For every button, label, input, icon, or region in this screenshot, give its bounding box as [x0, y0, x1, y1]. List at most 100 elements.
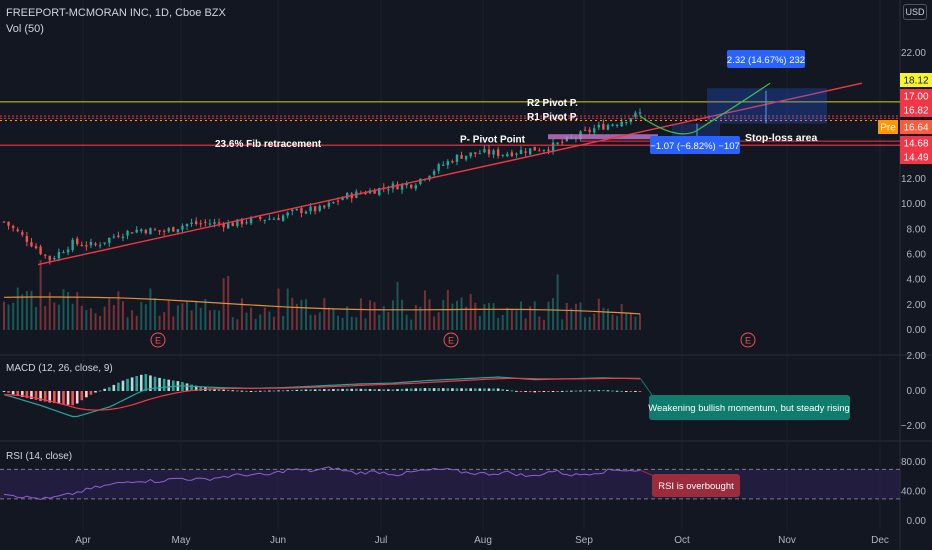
macd-histogram-bar [158, 377, 161, 391]
volume-bar [355, 317, 358, 330]
x-tick-label: Aug [474, 535, 492, 546]
volume-bar [186, 300, 189, 330]
currency-button[interactable]: USD [903, 4, 927, 20]
volume-bar [515, 310, 518, 330]
candle-body [34, 246, 38, 249]
candle-body [291, 209, 294, 212]
volume-bar [387, 312, 390, 330]
volume-bar [121, 301, 124, 330]
volume-bar [181, 303, 184, 330]
candle-body [57, 251, 61, 259]
candle-body [240, 218, 244, 225]
price-label: 14.68 [903, 139, 928, 150]
macd-histogram-bar [254, 390, 257, 392]
candle-body [400, 184, 404, 190]
volume-bar [62, 289, 65, 330]
macd-histogram-bar [464, 388, 468, 391]
volume-bar [606, 308, 609, 330]
volume-bar [208, 310, 211, 330]
macd-histogram-bar [519, 391, 523, 392]
volume-bar [428, 299, 431, 330]
macd-histogram-bar [355, 388, 358, 391]
candle-body [318, 205, 321, 211]
macd-histogram-bar [460, 388, 463, 391]
macd-histogram-bar [21, 391, 24, 397]
volume-bar [565, 302, 568, 330]
macd-histogram-bar [171, 380, 175, 391]
earnings-marker-label: E [155, 336, 161, 346]
volume-bar [57, 304, 60, 330]
macd-histogram-bar [135, 376, 138, 391]
rsi-tick-label: 80.00 [901, 457, 926, 468]
candle-body [112, 236, 116, 238]
volume-bar [561, 319, 564, 330]
volume-bar [332, 309, 335, 330]
volume-bar [520, 301, 523, 330]
candle-body [194, 221, 198, 224]
volume-bar [410, 319, 413, 330]
candle-body [158, 230, 161, 232]
volume-bar [433, 316, 436, 330]
volume-bar [588, 316, 591, 330]
volume-bar [231, 317, 234, 330]
volume-bar [442, 299, 445, 330]
macd-histogram-bar [126, 378, 129, 391]
candle-body [561, 141, 564, 143]
macd-histogram-bar [478, 388, 482, 391]
pivot-zone [548, 134, 658, 140]
y-tick-label: 10.00 [901, 199, 926, 210]
macd-histogram-bar [579, 390, 582, 392]
macd-histogram-bar [112, 384, 116, 391]
candle-body [53, 257, 56, 260]
volume-bar [53, 302, 56, 330]
candle-body [634, 112, 637, 117]
macd-histogram-bar [277, 390, 280, 392]
macd-histogram-bar [341, 388, 344, 391]
candle-body [172, 227, 175, 232]
candle-body [153, 229, 157, 231]
macd-histogram-bar [30, 391, 33, 400]
rsi-tick-label: 40.00 [901, 487, 926, 498]
macd-histogram-bar [226, 389, 230, 391]
macd-histogram-bar [162, 378, 166, 391]
candle-body [538, 150, 541, 152]
candle-body [593, 128, 596, 133]
candle-body [103, 242, 106, 244]
macd-histogram-bar [71, 391, 74, 406]
volume-bar [245, 312, 248, 330]
candle-body [547, 149, 550, 152]
volume-bar [469, 294, 472, 330]
candle-body [313, 206, 317, 212]
macd-line [3, 376, 641, 418]
candle-body [542, 149, 546, 151]
macd-histogram-bar [263, 390, 267, 392]
volume-bar [286, 288, 289, 330]
fib-label: 23.6% Fib retracement [215, 139, 322, 150]
volume-bar [547, 301, 550, 330]
macd-histogram-bar [391, 389, 395, 391]
candle-body [478, 153, 482, 155]
candle-body [48, 255, 51, 261]
volume-bar [309, 314, 312, 330]
macd-histogram-bar [144, 374, 148, 391]
macd-histogram-bar [414, 388, 418, 391]
macd-histogram-bar [103, 388, 106, 391]
volume-bar [510, 309, 513, 330]
candle-body [76, 238, 79, 245]
candle-body [405, 183, 408, 186]
macd-histogram-bar [574, 390, 578, 392]
volume-bar [39, 260, 42, 330]
r1-label: R1 Pivot P. [527, 112, 578, 123]
volume-bar [126, 317, 129, 330]
volume-bar [108, 298, 111, 330]
volume-bar [369, 300, 372, 330]
candle-body [300, 208, 303, 214]
candle-body [341, 198, 344, 201]
price-label-bg [900, 89, 932, 103]
volume-bar [218, 310, 221, 330]
volume-bar [268, 311, 271, 330]
candle-body [185, 223, 189, 227]
candle-body [377, 187, 381, 195]
macd-histogram-bar [85, 391, 88, 398]
